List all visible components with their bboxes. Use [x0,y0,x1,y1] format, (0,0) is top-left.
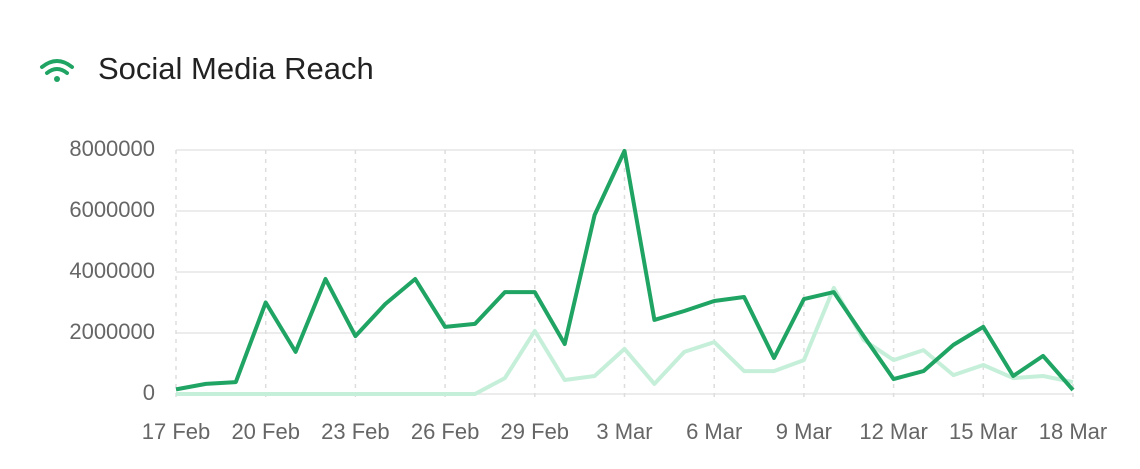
chart-title: Social Media Reach [98,51,374,86]
x-tick-label: 20 Feb [231,419,300,444]
x-tick-label: 6 Mar [686,419,742,444]
x-tick-label: 23 Feb [321,419,390,444]
x-tick-label: 3 Mar [596,419,652,444]
y-tick-label: 4000000 [69,258,155,283]
y-tick-label: 6000000 [69,197,155,222]
x-tick-label: 9 Mar [776,419,832,444]
y-tick-label: 0 [143,380,155,405]
series-line [175,148,1075,392]
x-tick-label: 26 Feb [411,419,480,444]
y-tick-label: 8000000 [69,136,155,161]
x-tick-label: 18 Mar [1039,419,1107,444]
x-tick-label: 17 Feb [142,419,211,444]
x-tick-label: 29 Feb [501,419,570,444]
wifi-icon [40,59,74,82]
x-tick-label: 12 Mar [859,419,927,444]
y-tick-label: 2000000 [69,319,155,344]
x-tick-label: 15 Mar [949,419,1017,444]
series-line [176,285,1074,396]
